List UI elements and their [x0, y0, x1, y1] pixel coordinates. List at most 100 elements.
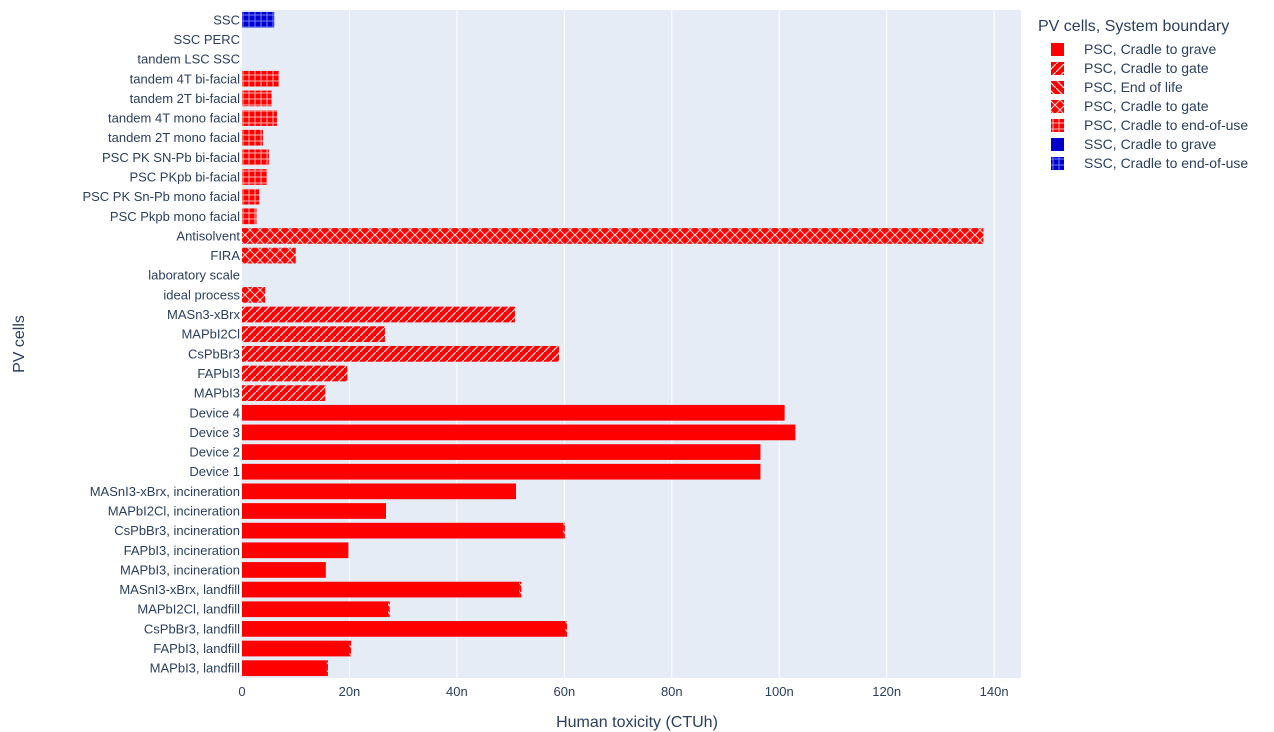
legend-swatch: [1051, 43, 1064, 56]
legend-swatch: [1051, 157, 1064, 170]
category-label: FAPbI3, landfill: [153, 641, 240, 656]
category-label: FAPbI3: [197, 366, 240, 381]
legend-item-label[interactable]: PSC, Cradle to gate: [1084, 98, 1209, 114]
bar[interactable]: [242, 621, 566, 637]
category-label: tandem 4T bi-facial: [130, 71, 240, 86]
bar[interactable]: [242, 169, 268, 185]
category-label: Device 4: [189, 405, 240, 420]
legend-swatch: [1051, 62, 1064, 75]
category-label: MASnI3-xBrx, landfill: [119, 582, 240, 597]
bar[interactable]: [242, 385, 326, 401]
category-label: MAPbI3, incineration: [120, 562, 240, 577]
x-tick-label: 40n: [446, 684, 468, 699]
category-labels: SSC SSC PERC tandem LSC SSC tandem 4T bi-fa…: [82, 12, 240, 675]
category-label: MAPbI3: [194, 386, 240, 401]
bar[interactable]: [242, 463, 761, 480]
category-label: PSC PKpb bi-facial: [129, 170, 240, 185]
bar[interactable]: [242, 365, 348, 382]
category-label: tandem 2T bi-facial: [130, 91, 240, 106]
x-tick-label: 80n: [661, 684, 683, 699]
bar[interactable]: [242, 11, 275, 28]
bar[interactable]: [242, 522, 564, 539]
bar[interactable]: [242, 404, 785, 421]
bar[interactable]: [242, 228, 984, 244]
category-label: PSC PK SN-Pb bi-facial: [102, 150, 240, 165]
category-label: CsPbBr3, incineration: [114, 523, 240, 538]
x-tick-label: 60n: [553, 684, 575, 699]
bar[interactable]: [242, 424, 796, 441]
bar[interactable]: [242, 503, 386, 519]
x-tick-label: 20n: [339, 684, 361, 699]
x-tick-label: 0: [238, 684, 245, 699]
category-label: SSC PERC: [174, 32, 240, 47]
category-label: Device 1: [189, 464, 240, 479]
category-label: FAPbI3, incineration: [124, 543, 240, 558]
bar[interactable]: [242, 640, 350, 657]
legend-item-label[interactable]: SSC, Cradle to grave: [1084, 136, 1216, 152]
bar[interactable]: [242, 483, 516, 500]
bar[interactable]: [349, 640, 352, 657]
category-label: SSC: [213, 12, 240, 27]
bar[interactable]: [242, 110, 277, 126]
legend-item-label[interactable]: PSC, Cradle to end-of-use: [1084, 117, 1248, 133]
category-label: Device 3: [189, 425, 240, 440]
legend-swatch: [1051, 138, 1064, 151]
category-label: MAPbI2Cl, landfill: [137, 602, 240, 617]
gridlines: [348, 10, 995, 678]
bar[interactable]: [519, 581, 522, 598]
category-label: CsPbBr3, landfill: [144, 621, 240, 636]
bar[interactable]: [242, 660, 327, 677]
category-label: FIRA: [210, 248, 240, 263]
category-label: ideal process: [163, 287, 240, 302]
bar[interactable]: [242, 562, 326, 578]
category-label: tandem LSC SSC: [137, 52, 240, 67]
bar[interactable]: [326, 660, 328, 677]
bar[interactable]: [388, 601, 390, 618]
bar[interactable]: [242, 542, 349, 559]
category-label: tandem 4T mono facial: [108, 111, 240, 126]
legend-title: PV cells, System boundary: [1038, 18, 1229, 35]
bar[interactable]: [242, 306, 515, 323]
category-label: MASnI3-xBrx, incineration: [90, 484, 240, 499]
plot-background: [242, 10, 1021, 678]
bar[interactable]: [242, 70, 280, 87]
x-tick-label: 100n: [765, 684, 794, 699]
category-label: MAPbI3, landfill: [150, 661, 240, 676]
legend-item-label[interactable]: PSC, End of life: [1084, 79, 1183, 95]
bar[interactable]: [242, 581, 520, 598]
category-label: MAPbI2Cl: [181, 327, 240, 342]
x-axis-title: Human toxicity (CTUh): [556, 714, 718, 731]
bar[interactable]: [242, 601, 389, 618]
bar[interactable]: [242, 149, 269, 166]
category-label: PSC PK Sn-Pb mono facial: [82, 189, 240, 204]
bar[interactable]: [565, 621, 568, 637]
legend-item-label[interactable]: PSC, Cradle to gate: [1084, 60, 1209, 76]
bar[interactable]: [242, 129, 263, 146]
bar[interactable]: [242, 247, 296, 264]
x-tick-label: 120n: [872, 684, 901, 699]
bar[interactable]: [242, 444, 761, 460]
bar[interactable]: [242, 287, 266, 303]
bar[interactable]: [242, 326, 385, 343]
legend-item-label[interactable]: PSC, Cradle to grave: [1084, 41, 1216, 57]
bar[interactable]: [563, 522, 565, 539]
legend-item-label[interactable]: SSC, Cradle to end-of-use: [1084, 155, 1248, 171]
y-axis-title: PV cells: [11, 315, 28, 373]
bars: [242, 11, 984, 677]
legend[interactable]: PV cells, System boundary PSC, Cradle to…: [1038, 18, 1248, 171]
bar[interactable]: [242, 208, 257, 225]
bar[interactable]: [242, 188, 260, 205]
category-label: Antisolvent: [176, 228, 240, 243]
legend-swatch: [1051, 119, 1064, 132]
category-label: Device 2: [189, 445, 240, 460]
x-tick-label: 140n: [980, 684, 1009, 699]
bar[interactable]: [242, 345, 559, 362]
category-label: MASn3-xBrx: [167, 307, 240, 322]
category-label: laboratory scale: [148, 268, 240, 283]
category-label: PSC Pkpb mono facial: [110, 209, 240, 224]
legend-swatch: [1051, 81, 1064, 94]
bar[interactable]: [242, 90, 272, 107]
x-tick-labels: 0 20n 40n 60n 80n 100n 120n 140n: [238, 684, 1008, 699]
legend-swatch: [1051, 100, 1064, 113]
